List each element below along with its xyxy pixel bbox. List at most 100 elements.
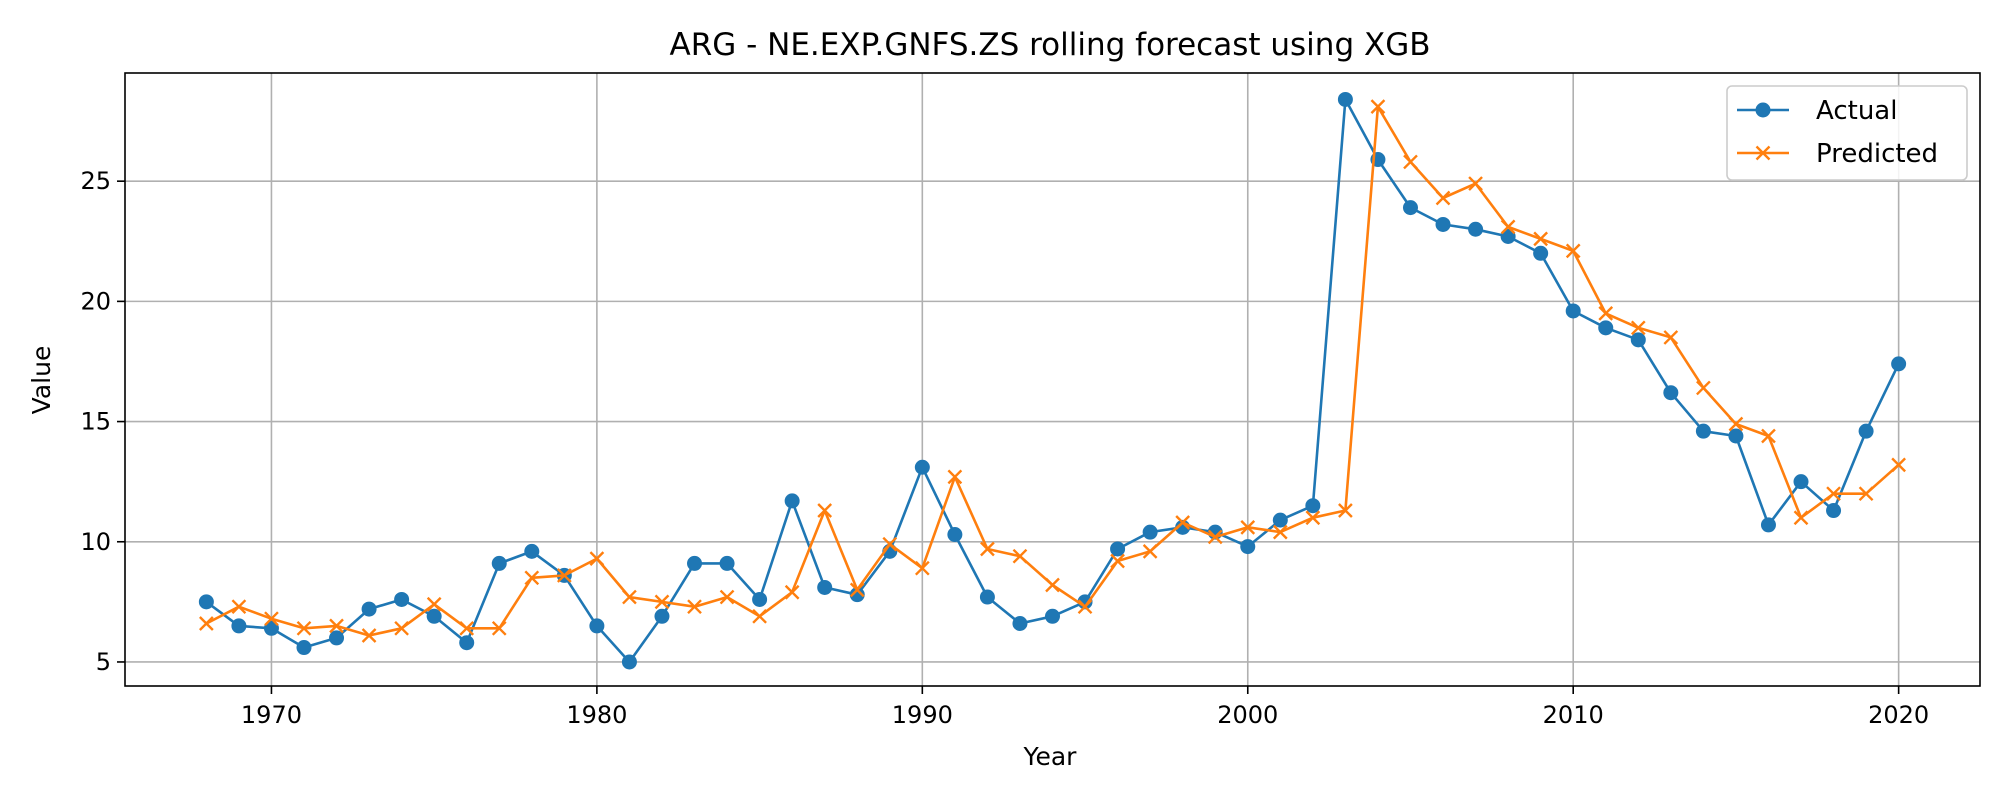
data-point-predicted [1793, 510, 1809, 526]
data-point-predicted [1565, 243, 1581, 259]
data-point-actual [426, 608, 442, 624]
x-tick-label: 2020 [1868, 701, 1929, 729]
data-point-actual [1500, 228, 1516, 244]
y-axis-label: Value [27, 346, 56, 415]
series-layer [198, 91, 1907, 670]
data-point-predicted [1077, 599, 1093, 615]
data-point-predicted [524, 570, 540, 586]
data-point-predicted [361, 628, 377, 643]
data-point-actual [1858, 423, 1874, 439]
data-point-actual [914, 459, 930, 475]
data-point-actual [784, 493, 800, 509]
data-point-predicted [1468, 176, 1483, 191]
data-point-predicted [882, 536, 898, 552]
chart-title: ARG - NE.EXP.GNFS.ZS rolling forecast us… [669, 27, 1430, 63]
data-point-actual [752, 591, 768, 607]
y-tick-label: 20 [80, 287, 111, 315]
legend-marker-predicted [1755, 145, 1771, 161]
data-point-predicted [849, 582, 865, 598]
data-point-predicted [1403, 154, 1418, 170]
data-point-actual [1045, 608, 1060, 624]
data-point-actual [231, 618, 247, 634]
data-point-actual [296, 640, 312, 656]
legend-item-predicted: Predicted [1737, 139, 1938, 169]
data-point-actual [1598, 320, 1614, 336]
data-point-predicted [556, 568, 572, 583]
data-point-actual [1663, 385, 1679, 401]
data-point-predicted [1630, 320, 1646, 336]
data-point-actual [1142, 524, 1158, 540]
data-point-actual [654, 608, 670, 624]
data-point-predicted [264, 611, 279, 627]
series-actual [198, 91, 1907, 670]
data-point-predicted [491, 620, 507, 636]
data-point-predicted [1533, 231, 1549, 247]
data-point-predicted [1370, 99, 1386, 115]
data-point-predicted [329, 618, 344, 634]
data-point-actual [1728, 428, 1744, 444]
data-point-predicted [1435, 190, 1451, 206]
data-point-predicted [1663, 330, 1679, 345]
data-point-predicted [1012, 548, 1028, 564]
data-point-actual [1305, 498, 1321, 514]
data-point-actual [1435, 216, 1451, 232]
data-point-actual [1826, 503, 1842, 519]
data-point-predicted [199, 616, 214, 631]
data-point-actual [1630, 332, 1646, 348]
data-point-actual [687, 555, 703, 571]
data-point-predicted [947, 469, 963, 485]
data-point-predicted [394, 620, 409, 636]
x-tick-label: 1990 [892, 701, 953, 729]
data-point-actual [491, 555, 507, 571]
data-point-actual [1793, 474, 1809, 490]
data-point-actual [524, 543, 540, 559]
data-point-predicted [980, 541, 995, 557]
data-point-predicted [1891, 457, 1906, 473]
data-point-predicted [1338, 503, 1353, 518]
data-point-predicted [622, 589, 637, 605]
data-point-actual [1695, 423, 1711, 439]
data-point-actual [1402, 200, 1418, 216]
data-point-predicted [426, 596, 442, 612]
data-point-actual [263, 620, 279, 636]
data-point-predicted [1858, 486, 1874, 502]
data-point-predicted [1272, 524, 1288, 540]
data-point-actual [1012, 615, 1028, 631]
data-point-predicted [1761, 428, 1776, 444]
data-point-predicted [784, 584, 800, 600]
data-point-actual [361, 601, 377, 617]
data-point-predicted [752, 608, 767, 624]
data-point-predicted [296, 620, 312, 636]
data-point-actual [1565, 303, 1581, 319]
data-point-predicted [1728, 416, 1744, 432]
data-point-predicted [1207, 529, 1223, 545]
data-point-actual [394, 591, 410, 607]
y-tick-label: 5 [96, 648, 111, 676]
series-predicted [199, 99, 1906, 643]
data-point-actual [1468, 221, 1484, 237]
data-point-actual [1110, 541, 1126, 557]
data-point-actual [1760, 517, 1776, 533]
data-point-actual [1533, 245, 1549, 261]
x-tick-label: 2010 [1543, 701, 1604, 729]
data-point-actual [719, 555, 735, 571]
data-point-actual [329, 630, 345, 646]
legend-label-actual: Actual [1816, 96, 1897, 126]
data-point-predicted [1598, 306, 1614, 321]
data-point-predicted [1826, 486, 1841, 502]
data-point-actual [1337, 91, 1353, 107]
data-point-predicted [1110, 553, 1125, 569]
data-point-predicted [1696, 380, 1711, 396]
data-point-actual [817, 579, 833, 595]
x-axis-label: Year [1023, 742, 1078, 771]
data-point-predicted [1500, 219, 1516, 235]
data-point-predicted [914, 560, 930, 576]
x-tick-label: 1980 [566, 701, 627, 729]
data-point-predicted [1305, 510, 1321, 526]
legend-item-actual: Actual [1737, 96, 1897, 126]
data-point-actual [621, 654, 637, 670]
data-point-actual [1272, 512, 1288, 528]
legend: Actual Predicted [1726, 85, 1968, 181]
